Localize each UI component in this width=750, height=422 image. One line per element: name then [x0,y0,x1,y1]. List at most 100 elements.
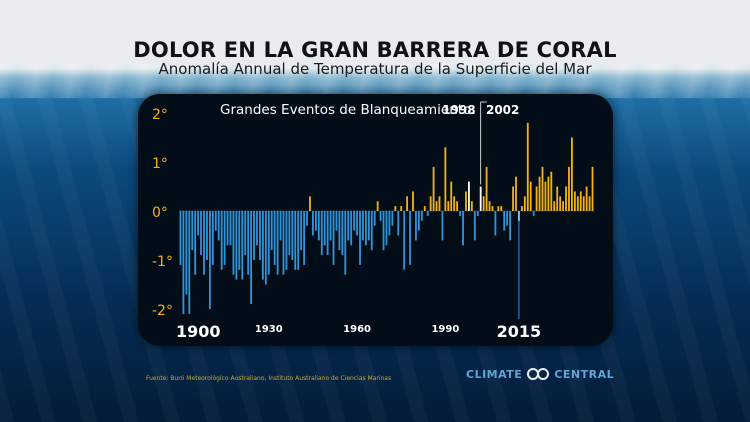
bar-1935 [282,211,285,275]
bar-2010 [503,211,506,231]
bar-1917 [229,211,232,246]
bar-1909 [206,211,208,260]
bar-2000 [473,211,476,241]
bar-1908 [203,211,205,275]
y-tick-label: -2° [152,303,173,319]
bar-1969 [382,211,385,251]
bar-1900 [179,211,182,265]
bar-1928 [261,211,264,280]
bar-1990 [444,147,447,211]
bar-1973 [394,206,397,211]
bar-2033 [571,137,573,211]
bar-1926 [256,211,258,246]
bar-2009 [500,206,503,211]
bar-1941 [300,211,303,251]
bar-1944 [309,196,311,211]
bar-1963 [364,211,367,246]
bar-2031 [565,186,567,211]
bar-1977 [406,196,409,211]
bar-2006 [491,206,494,211]
bar-1962 [362,211,364,241]
bar-1940 [297,211,300,270]
bar-2027 [553,201,556,211]
bar-2014 [515,176,517,211]
bar-1937 [288,211,291,256]
bar-1921 [241,211,244,280]
sea-surface-wave [0,64,750,98]
bar-2019 [529,181,532,211]
bar-2013 [512,186,514,211]
bar-1956 [344,211,347,275]
bar-1978 [409,211,411,265]
bar-1938 [291,211,294,260]
bar-2002 [479,186,482,211]
bar-1927 [259,211,261,260]
bar-2029 [559,196,562,211]
logo-text-left: CLIMATE [466,367,523,381]
bar-1980 [415,211,417,241]
x-tick-label: 2015 [497,322,542,341]
bar-1966 [373,211,376,226]
bar-1924 [250,211,253,305]
bar-1964 [367,211,370,241]
bar-1988 [438,196,441,211]
bar-2025 [547,176,550,211]
bar-2021 [535,186,538,211]
bar-2024 [544,181,547,211]
bar-1915 [223,211,226,265]
bar-1905 [194,211,197,275]
bar-1911 [211,211,214,265]
bar-1953 [335,211,338,231]
bar-1971 [388,211,391,236]
bleaching-label-2002: 2002 [486,103,519,117]
bar-1925 [253,211,255,260]
bar-1951 [329,211,332,241]
bar-1984 [426,211,429,216]
bar-1975 [400,206,403,211]
bar-1947 [317,211,320,241]
bleaching-label-1998: 1998 [442,103,475,117]
y-tick-label: -1° [152,254,173,270]
x-tick-label: 1990 [431,324,459,335]
bar-1907 [200,211,202,256]
bar-1903 [188,211,191,314]
bar-1912 [214,211,217,231]
bar-1979 [412,191,414,211]
bar-1991 [447,201,450,211]
bar-1950 [326,211,329,256]
bar-1906 [197,211,200,236]
climate-central-logo: CLIMATE CENTRAL [466,365,614,383]
bar-2026 [550,171,553,211]
bar-1916 [226,211,229,246]
bar-1910 [208,211,211,309]
bar-1967 [376,201,379,211]
bar-1930 [267,211,270,275]
bar-1913 [217,211,220,241]
bar-1952 [332,211,335,265]
bar-1994 [456,201,459,211]
bar-1922 [244,211,247,256]
bar-1996 [462,211,464,246]
bar-2035 [576,196,579,211]
bar-1986 [432,166,435,211]
bar-1983 [423,206,426,211]
bar-1954 [338,211,341,251]
bar-1972 [391,211,394,226]
bar-2012 [509,211,512,241]
bar-1970 [385,211,388,246]
bar-1976 [403,211,406,270]
page-subtitle: Anomalía Annual de Temperatura de la Sup… [158,60,592,78]
bar-1948 [320,211,323,256]
bar-2022 [538,176,541,211]
bar-1943 [306,211,308,226]
y-tick-label: 2° [152,107,168,123]
bar-2023 [541,166,544,211]
bar-2037 [582,196,585,211]
bar-1923 [247,211,250,275]
bar-1974 [397,211,400,236]
bar-2003 [482,196,485,211]
y-tick-label: 0° [152,205,168,221]
bar-1934 [279,211,282,241]
bar-1955 [341,211,344,256]
bar-1946 [314,211,317,231]
